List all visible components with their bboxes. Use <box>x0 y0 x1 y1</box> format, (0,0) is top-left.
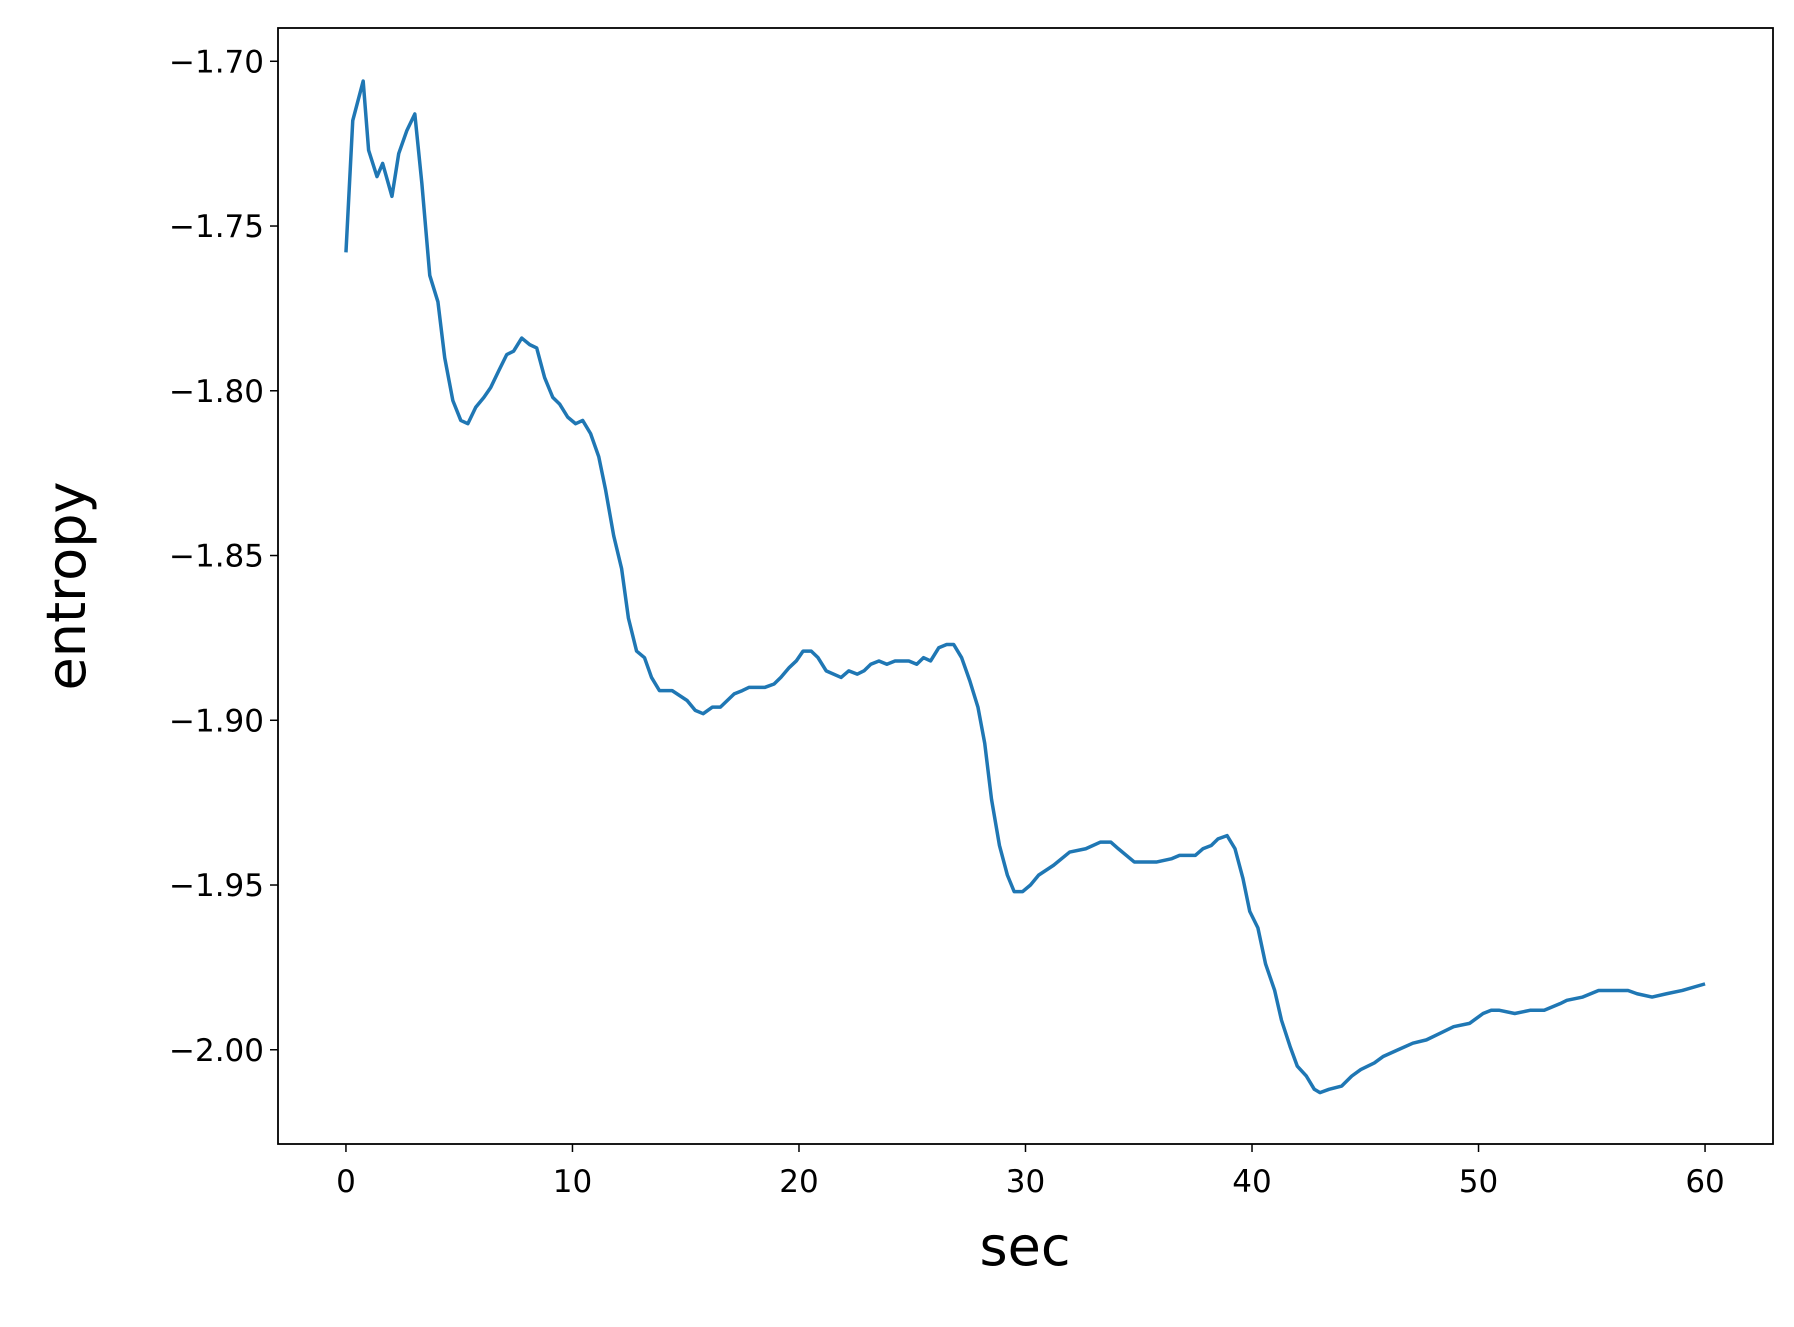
x-tick-label: 30 <box>1006 1164 1045 1200</box>
y-tick-label: −1.90 <box>169 703 264 739</box>
x-tick-label: 0 <box>336 1164 356 1200</box>
x-tick-label: 40 <box>1232 1164 1271 1200</box>
x-tick-label: 20 <box>779 1164 818 1200</box>
y-axis-label: entropy <box>35 482 98 691</box>
y-tick-label: −1.80 <box>169 374 264 410</box>
x-tick-label: 60 <box>1685 1164 1724 1200</box>
x-tick-label: 10 <box>553 1164 592 1200</box>
x-tick-label: 50 <box>1459 1164 1498 1200</box>
y-tick-label: −1.85 <box>169 539 264 575</box>
plot-frame <box>277 27 1774 1145</box>
y-tick-label: −1.95 <box>169 868 264 904</box>
y-tick-label: −1.70 <box>169 44 264 80</box>
x-axis-label: sec <box>979 1215 1070 1278</box>
y-tick-label: −2.00 <box>169 1033 264 1069</box>
y-tick-label: −1.75 <box>169 209 264 245</box>
data-line <box>344 79 1706 1095</box>
